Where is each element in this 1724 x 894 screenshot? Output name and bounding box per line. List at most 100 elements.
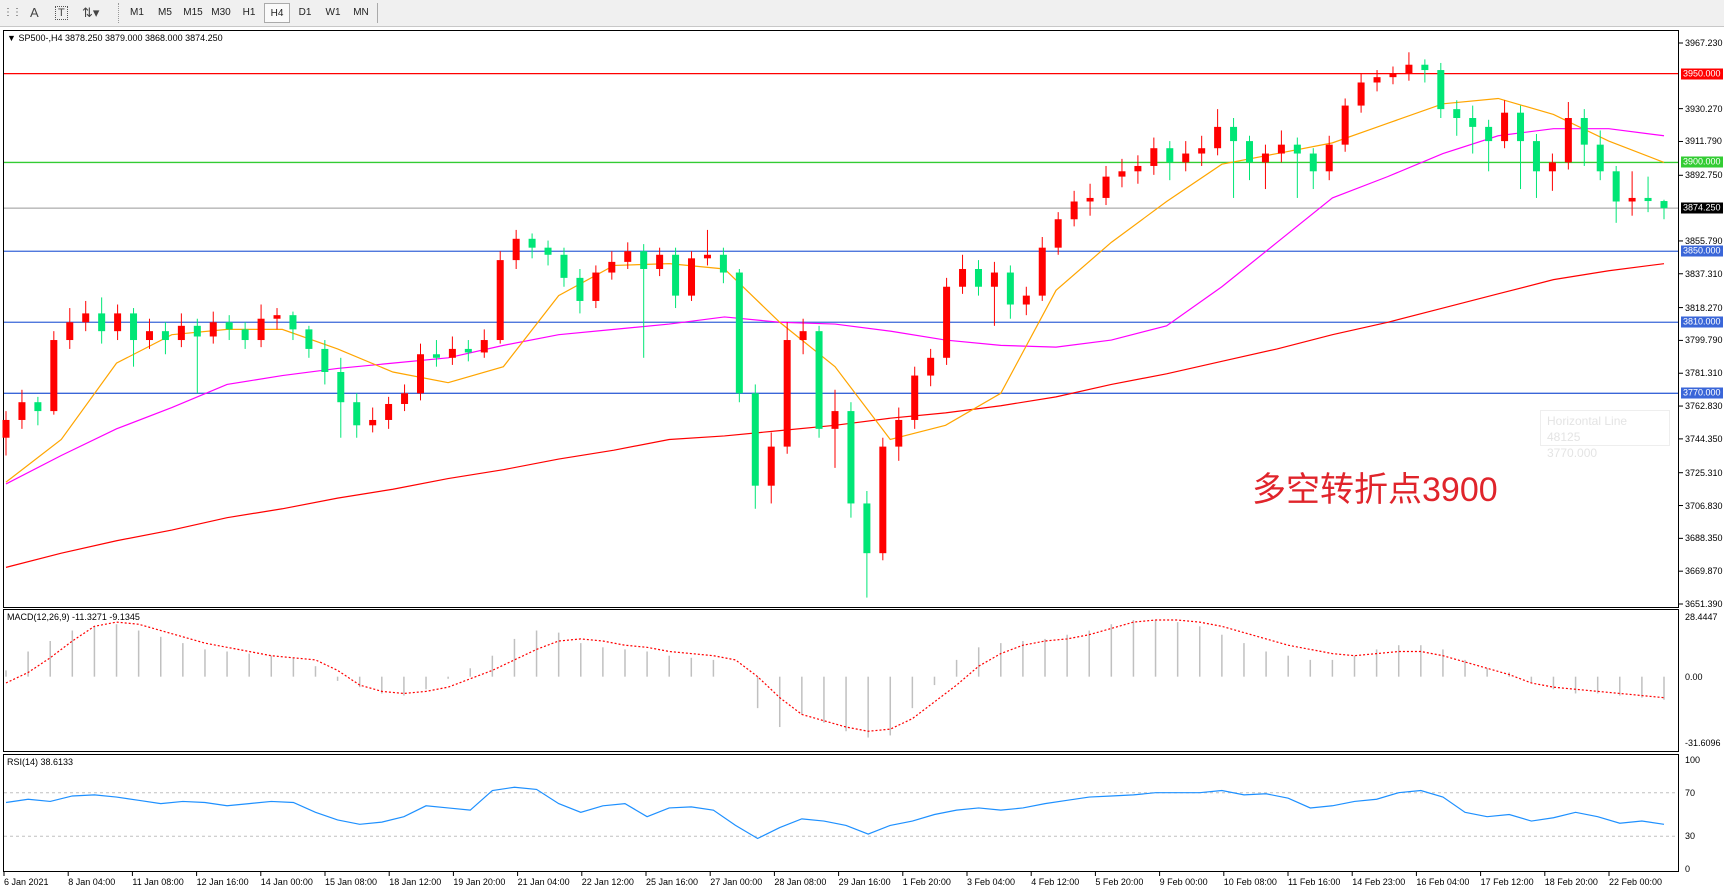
candle-body [145, 331, 153, 341]
candle-body [544, 247, 552, 255]
time-label: 14 Feb 23:00 [1352, 877, 1406, 887]
period-separator-icon[interactable]: ⋮⋮ [3, 7, 22, 18]
tooltip-value: 3770.000 [1547, 446, 1598, 460]
candle-body [1134, 165, 1142, 172]
price-tick-label: 3818.270 [1685, 302, 1723, 313]
candle-body [1006, 272, 1014, 305]
toolbar-separator [118, 3, 120, 23]
candle-body [719, 254, 727, 273]
candle-body [1580, 118, 1588, 145]
candle-body [799, 331, 807, 341]
candle-body [1357, 82, 1365, 106]
timeframe-m1[interactable]: M1 [130, 7, 144, 18]
candle-body [1644, 197, 1652, 202]
price-tick-label: 3725.310 [1685, 467, 1723, 478]
candle-body [18, 402, 26, 420]
candle-body [1453, 109, 1461, 119]
chart-annotation[interactable]: 多空转折点3900 [1252, 471, 1498, 509]
candle-body [401, 393, 409, 404]
macd-panel[interactable] [3, 609, 1679, 752]
candle-body [2, 419, 10, 438]
candle-body [1118, 171, 1126, 177]
candle-body [1660, 201, 1668, 209]
time-label: 5 Feb 20:00 [1095, 877, 1144, 887]
candle-body [990, 272, 998, 287]
candle-body [1517, 112, 1525, 142]
candle-body [1293, 144, 1301, 154]
chart-toolbar: ⋮⋮ A T ⇅▾ M1 M5 M15 M30 H1 H4 D1 W1 MN [0, 0, 1724, 27]
candle-body [369, 419, 377, 426]
candle-body [1070, 201, 1078, 220]
price-tick-label: 3744.350 [1685, 433, 1723, 444]
macd-tick-label: -31.6096 [1685, 738, 1721, 748]
candle-body [1054, 219, 1062, 248]
candle-body [528, 238, 536, 248]
candle-body [289, 315, 297, 330]
collapse-triangle-icon[interactable]: ▼ [7, 33, 16, 43]
time-label: 11 Jan 08:00 [132, 877, 184, 887]
candle-body [385, 403, 393, 420]
rsi-line [5, 786, 1665, 840]
arrows-icon[interactable]: ⇅▾ [82, 5, 100, 20]
macd-label: MACD(12,26,9) -11.3271 -9.1345 [7, 612, 140, 622]
time-label: 16 Feb 04:00 [1416, 877, 1470, 887]
candle-body [767, 446, 775, 486]
macd-tick-label: 0.00 [1685, 671, 1703, 682]
timeframe-m5[interactable]: M5 [158, 7, 172, 18]
candle-body [672, 254, 680, 296]
text-label-icon[interactable]: T [55, 6, 68, 20]
candle-body [576, 277, 584, 301]
main-chart-panel[interactable] [3, 30, 1679, 608]
ma-fast-line [5, 97, 1665, 483]
timeframe-w1[interactable]: W1 [325, 7, 341, 18]
time-label: 21 Jan 04:00 [517, 877, 570, 887]
candle-body [480, 340, 488, 353]
candle-body [1612, 171, 1620, 202]
time-label: 8 Jan 04:00 [68, 877, 116, 887]
price-tick-label: 3967.230 [1685, 38, 1723, 48]
candle-body [496, 260, 504, 341]
candle-body [82, 313, 90, 323]
timeframe-h1[interactable]: H1 [242, 7, 256, 18]
candle-body [1596, 144, 1604, 172]
timeframe-mn[interactable]: MN [353, 7, 369, 18]
candle-body [353, 402, 361, 426]
toolbar-separator [377, 3, 379, 23]
rsi-panel[interactable] [3, 754, 1679, 872]
rsi-tick-label: 70 [1685, 787, 1696, 798]
price-tick-label: 3706.830 [1685, 500, 1723, 511]
price-tick-label: 3892.750 [1685, 170, 1723, 181]
chart-header: ▼ SP500-,H4 3878.250 3879.000 3868.000 3… [7, 33, 223, 43]
candle-body [257, 318, 265, 341]
candle-body [688, 258, 696, 296]
timeframe-m30[interactable]: M30 [211, 7, 231, 18]
candle-body [1214, 126, 1222, 149]
price-tick-label: 3799.790 [1685, 335, 1723, 346]
timeframe-m15[interactable]: M15 [183, 7, 203, 18]
candle-body [656, 254, 664, 269]
candle-body [114, 313, 122, 332]
text-icon[interactable]: A [30, 5, 39, 20]
time-label: 19 Jan 20:00 [453, 877, 506, 887]
candle-body [209, 322, 217, 337]
time-label: 11 Feb 16:00 [1288, 877, 1341, 887]
candle-body [337, 372, 345, 403]
timeframe-h4[interactable]: H4 [264, 3, 290, 23]
candle-body [1437, 70, 1445, 110]
rsi-tick-label: 30 [1685, 831, 1696, 842]
time-label: 12 Jan 16:00 [196, 877, 249, 887]
hline-tooltip: Horizontal Line 48125 3770.000 [1540, 410, 1670, 460]
time-label: 25 Jan 16:00 [646, 877, 699, 887]
candle-body [1086, 197, 1094, 202]
candle-body [98, 313, 106, 332]
hline-price-label-3850: 3850.000 [1681, 245, 1723, 257]
time-label: 1 Feb 20:00 [902, 877, 951, 887]
candle-body [321, 348, 329, 373]
timeframe-d1[interactable]: D1 [298, 7, 312, 18]
candle-body [1038, 247, 1046, 296]
candle-body [1421, 64, 1429, 71]
candle-body [703, 254, 711, 259]
candle-body [1277, 144, 1285, 154]
candle-body [432, 354, 440, 358]
